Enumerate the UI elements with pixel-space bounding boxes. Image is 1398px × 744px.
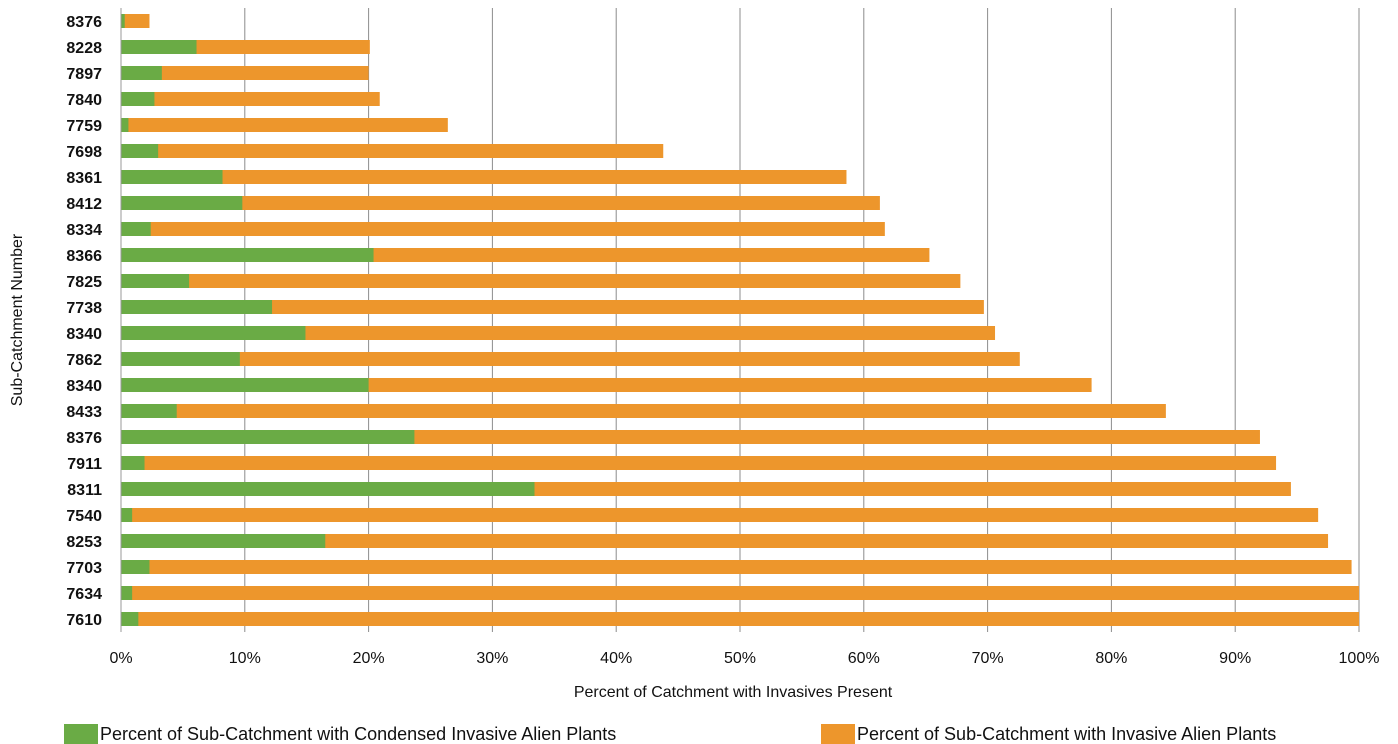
x-axis-title: Percent of Catchment with Invasives Pres… [574,684,893,701]
y-category-label: 7540 [66,508,102,525]
y-category-label: 8334 [66,222,102,239]
y-category-label: 8340 [66,326,102,343]
y-category-label: 8376 [66,430,102,447]
bar-invasive [121,14,150,28]
bar-invasive [121,456,1277,470]
legend-swatch-invasive [821,724,855,744]
y-category-label: 8366 [66,248,102,265]
bar-invasive [121,300,984,314]
legend-label-condensed: Percent of Sub-Catchment with Condensed … [100,724,616,744]
bar-condensed [121,274,190,288]
bar-condensed [121,196,243,210]
bar-condensed [121,430,415,444]
bar-invasive [121,560,1352,574]
bar-condensed [121,222,151,236]
y-category-label: 8376 [66,14,102,31]
y-category-label: 8253 [66,534,102,551]
x-tick-label: 50% [724,650,756,667]
y-category-label: 7911 [67,456,102,473]
y-category-label: 7759 [66,118,102,135]
y-category-label: 8412 [66,196,102,213]
bar-condensed [121,92,155,106]
y-category-label: 7634 [66,586,102,603]
bar-condensed [121,14,125,28]
bar-invasive [121,222,885,236]
y-category-label: 8311 [67,482,102,499]
bar-condensed [121,482,535,496]
x-tick-label: 90% [1219,650,1251,667]
bar-invasive [121,144,664,158]
bar-condensed [121,612,139,626]
y-category-label: 8228 [66,40,102,57]
x-tick-label: 10% [229,650,261,667]
y-category-label: 7698 [66,144,102,161]
y-category-label: 7738 [66,300,102,317]
x-tick-label: 0% [109,650,132,667]
bar-invasive [121,508,1319,522]
bar-invasive [121,66,369,80]
bar-condensed [121,352,240,366]
y-category-label: 7703 [66,560,102,577]
legend-swatch-condensed [64,724,98,744]
bar-condensed [121,144,159,158]
x-tick-label: 80% [1095,650,1127,667]
bar-condensed [121,456,145,470]
x-tick-label: 100% [1339,650,1380,667]
y-category-label: 7610 [66,612,102,629]
bar-invasive [121,196,880,210]
bar-invasive [121,92,380,106]
bar-invasive [121,612,1359,626]
bar-condensed [121,40,197,54]
bar-condensed [121,560,150,574]
bar-condensed [121,586,133,600]
bar-invasive [121,352,1020,366]
x-tick-label: 60% [848,650,880,667]
bar-invasive [121,534,1329,548]
y-axis-title: Sub-Catchment Number [9,233,26,406]
x-tick-label: 40% [600,650,632,667]
bar-condensed [121,326,306,340]
x-tick-label: 20% [353,650,385,667]
bars [121,14,1359,626]
y-category-label: 8433 [66,404,102,421]
bar-condensed [121,66,162,80]
bar-condensed [121,118,129,132]
bar-condensed [121,300,273,314]
y-category-label: 8361 [66,170,102,187]
bar-condensed [121,404,177,418]
grid [244,8,1360,632]
bar-invasive [121,586,1359,600]
bar-condensed [121,508,133,522]
y-category-label: 7897 [66,66,102,83]
legend-label-invasive: Percent of Sub-Catchment with Invasive A… [857,724,1276,744]
y-category-label: 7825 [66,274,102,291]
y-category-label: 7840 [66,92,102,109]
labels: 0% 10% 20% 30% 40% 50% 60% 70% 80% 90% 100% 8376 822… [66,14,1379,667]
bar-condensed [121,170,223,184]
y-category-label: 7862 [66,352,102,369]
bar-invasive [121,404,1166,418]
bar-condensed [121,534,326,548]
legend: Percent of Sub-Catchment with Condensed … [64,724,1276,744]
bar-invasive [121,274,961,288]
bar-condensed [121,378,369,392]
x-tick-label: 30% [476,650,508,667]
bar-condensed [121,248,374,262]
bar-invasive [121,170,847,184]
x-tick-label: 70% [972,650,1004,667]
bar-invasive [121,118,448,132]
bar-invasive [121,326,996,340]
y-category-label: 8340 [66,378,102,395]
